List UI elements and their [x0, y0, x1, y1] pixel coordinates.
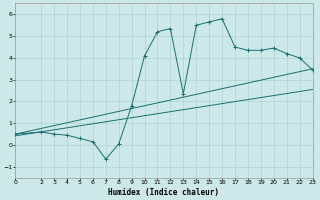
X-axis label: Humidex (Indice chaleur): Humidex (Indice chaleur) [108, 188, 220, 197]
